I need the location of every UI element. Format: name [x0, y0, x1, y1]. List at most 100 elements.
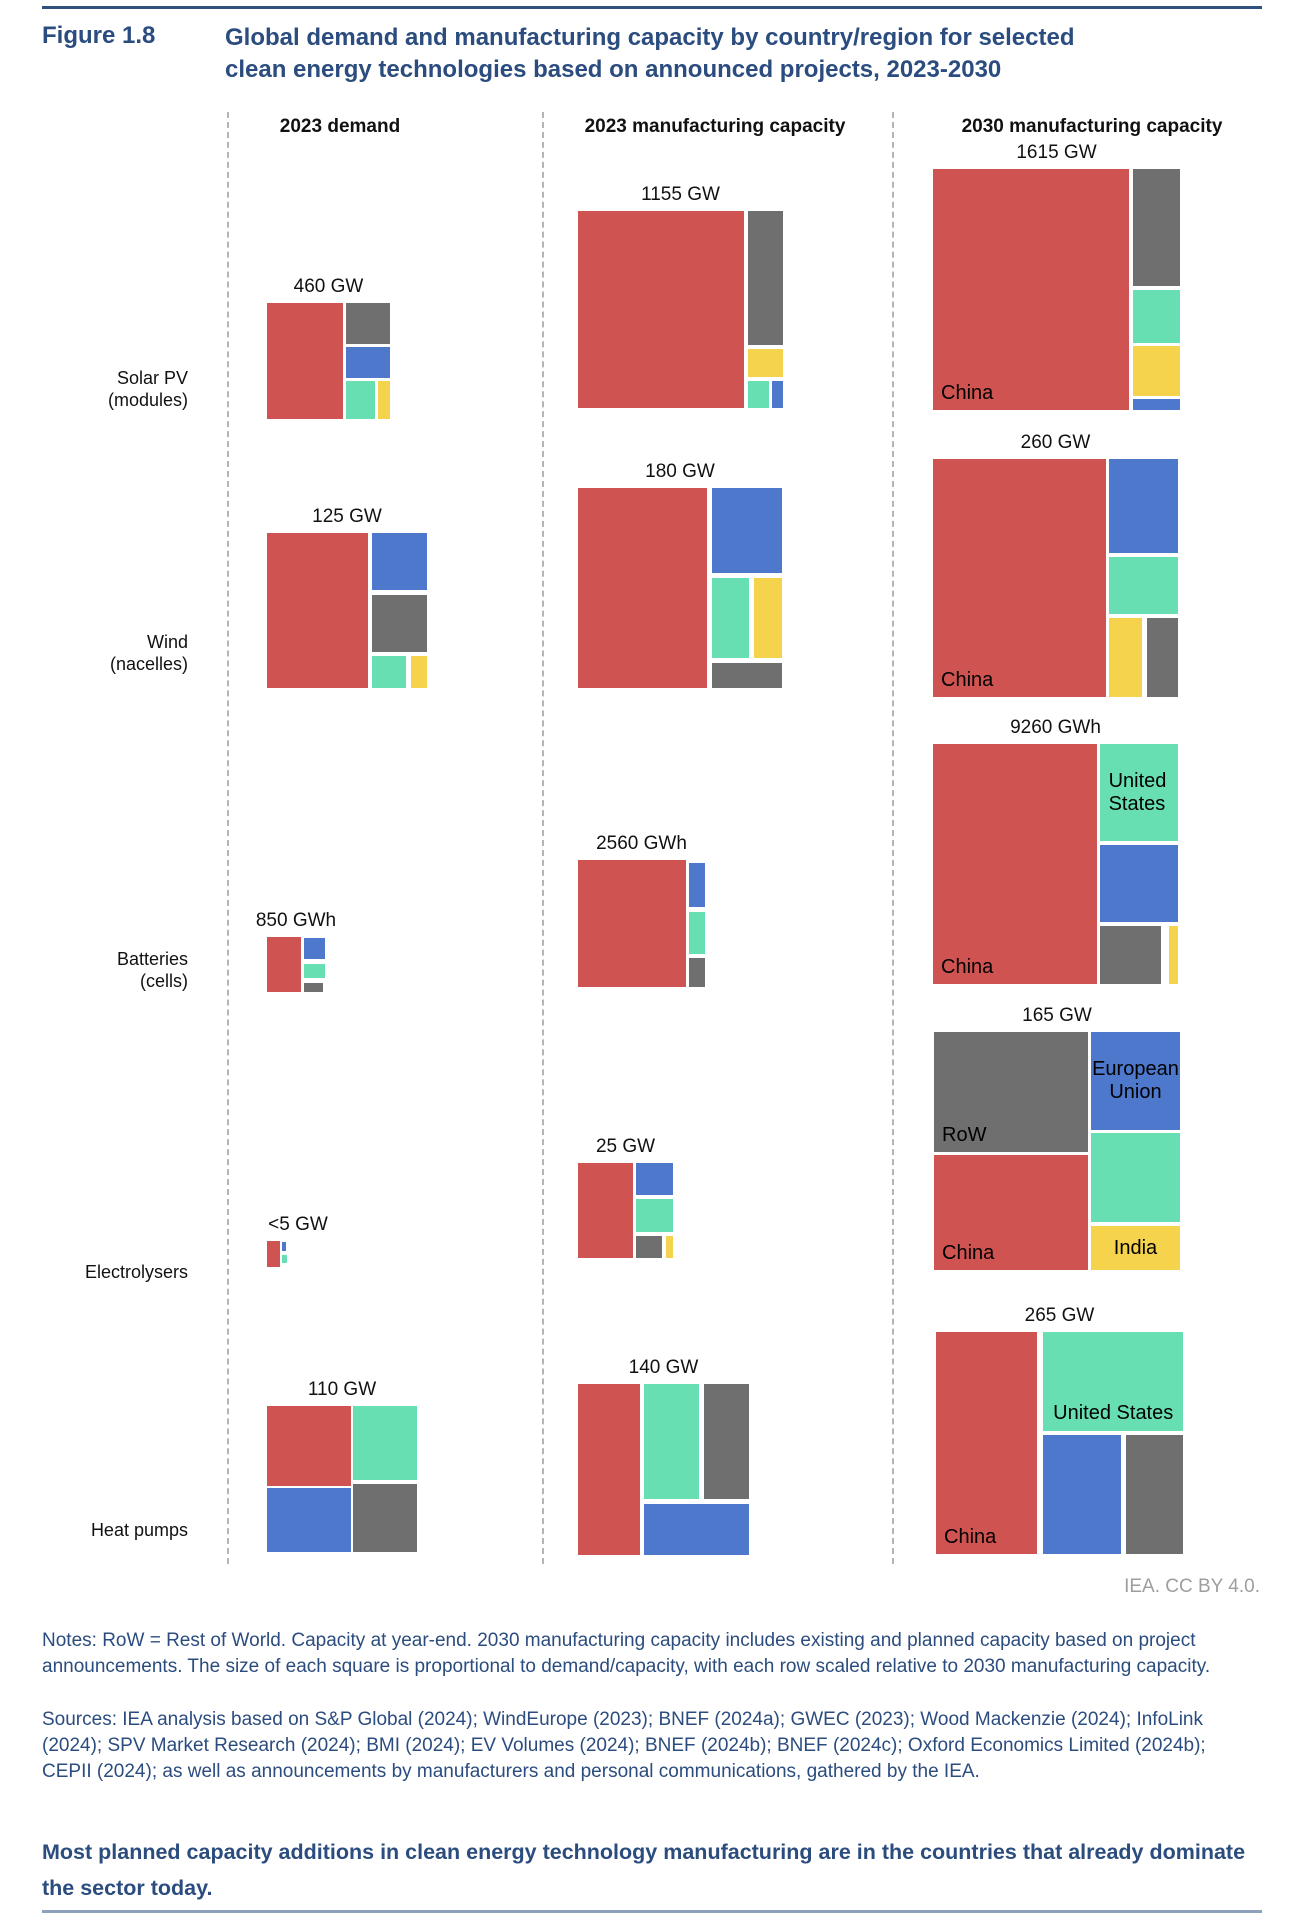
- row-label-line: Wind: [146, 632, 188, 652]
- treemap-batteries-2: China United States: [933, 744, 1178, 984]
- column-separator-1: [227, 112, 229, 1564]
- treemap-block-european-union: [346, 347, 390, 379]
- treemap-block-india: [1133, 346, 1180, 396]
- treemap-block-china: [578, 860, 686, 987]
- treemap-heat-pumps-2: China United States: [936, 1332, 1183, 1554]
- treemap-block-united-states: [711, 578, 750, 658]
- row-label-solar-pv: Solar PV (modules): [8, 367, 188, 411]
- row-label-line: Batteries: [116, 949, 188, 969]
- treemap-block-china: [578, 211, 745, 408]
- treemap-block-row: [346, 303, 390, 344]
- treemap-block-china: China: [933, 169, 1130, 410]
- treemap-block-india: [1169, 926, 1178, 984]
- treemap-block-european-union: [1099, 844, 1178, 922]
- value-label-heat-pumps-0: 110 GW: [307, 1379, 377, 1400]
- block-region-label: China: [941, 669, 994, 691]
- value-label-batteries-0: 850 GWh: [255, 910, 337, 931]
- column-separator-3: [892, 112, 894, 1564]
- treemap-block-china: [267, 533, 368, 688]
- treemap-block-row: [304, 982, 324, 992]
- treemap-block-india: [665, 1235, 673, 1258]
- treemap-heat-pumps-1: [578, 1384, 749, 1555]
- value-label-wind-0: 125 GW: [312, 506, 382, 527]
- treemap-electrolysers-1: [578, 1163, 673, 1258]
- treemap-block-china: [267, 1406, 351, 1487]
- value-label-batteries-2: 9260 GWh: [1010, 717, 1101, 738]
- value-label-solar-pv-0: 460 GW: [293, 276, 364, 297]
- value-label-heat-pumps-1: 140 GW: [628, 1357, 699, 1378]
- treemap-block-china: China: [933, 744, 1098, 984]
- treemap-heat-pumps-0: [267, 1406, 417, 1552]
- treemap-block-row: [689, 958, 705, 987]
- takeaway-statement: Most planned capacity additions in clean…: [42, 1840, 1246, 1900]
- figure-title-line2: clean energy technologies based on annou…: [225, 56, 1002, 83]
- figure-title-line1: Global demand and manufacturing capacity…: [225, 24, 1075, 51]
- treemap-block-row: [703, 1384, 749, 1500]
- treemap-block-european-union: [1109, 459, 1178, 553]
- column-header-2023-manufacturing-capacity: 2023 manufacturing capacity: [584, 116, 846, 137]
- treemap-block-united-states: [304, 963, 325, 978]
- treemap-block-united-states: [636, 1199, 673, 1232]
- treemap-block-china: [267, 303, 343, 419]
- block-region-label: China: [941, 382, 994, 404]
- treemap-block-european-union: European Union: [1090, 1032, 1180, 1131]
- treemap-wind-2: China: [933, 459, 1178, 697]
- treemap-block-row: [711, 663, 782, 688]
- treemap-block-row: [1126, 1435, 1183, 1554]
- figure-title: Global demand and manufacturing capacity…: [225, 22, 1225, 86]
- bottom-rule: [42, 1910, 1262, 1913]
- row-label-line: Solar PV: [116, 368, 188, 388]
- treemap-block-china: [267, 937, 301, 992]
- treemap-block-european-union: [689, 862, 705, 907]
- treemap-batteries-1: [578, 860, 705, 987]
- treemap-block-european-union: [304, 938, 325, 959]
- treemap-block-european-union: [771, 381, 783, 408]
- treemap-block-european-union: [1133, 399, 1180, 410]
- row-label-line: Electrolysers: [84, 1262, 188, 1282]
- license-attribution: IEA. CC BY 4.0.: [1124, 1576, 1260, 1597]
- treemap-block-european-union: [267, 1488, 351, 1552]
- treemap-block-united-states: [346, 381, 376, 419]
- treemap-block-india: [754, 578, 782, 658]
- top-rule: [42, 6, 1262, 9]
- treemap-block-united-states: [689, 912, 705, 954]
- treemap-block-united-states: [1109, 556, 1178, 614]
- treemap-electrolysers-2: RoW China European Union India: [934, 1032, 1180, 1270]
- row-label-heat-pumps: Heat pumps: [8, 1519, 188, 1541]
- column-header-2023-demand: 2023 demand: [279, 116, 401, 137]
- value-label-wind-1: 180 GW: [645, 461, 715, 482]
- treemap-block-united-states: United States: [1099, 744, 1178, 842]
- treemap-block-united-states: [643, 1384, 700, 1500]
- treemap-block-india: [1109, 617, 1143, 697]
- value-label-heat-pumps-2: 265 GW: [1024, 1305, 1095, 1326]
- row-label-line: (modules): [107, 390, 188, 410]
- treemap-block-row: [748, 211, 783, 345]
- treemap-solar-pv-0: [267, 303, 390, 419]
- treemap-batteries-0: [267, 937, 325, 992]
- block-region-label: United States: [1053, 1401, 1174, 1424]
- treemap-block-united-states: [371, 656, 407, 688]
- row-label-electrolysers: Electrolysers: [8, 1261, 188, 1283]
- treemap-block-row: [1099, 926, 1161, 984]
- treemap-block-european-union: [711, 488, 782, 573]
- treemap-block-row: RoW: [934, 1032, 1088, 1153]
- value-label-wind-2: 260 GW: [1020, 432, 1091, 453]
- treemap-block-united-states: United States: [1043, 1332, 1183, 1431]
- column-header-2030-manufacturing-capacity: 2030 manufacturing capacity: [961, 116, 1223, 137]
- block-region-label: China: [944, 1526, 997, 1548]
- treemap-block-china: [578, 1384, 640, 1555]
- column-separator-2: [542, 112, 544, 1564]
- treemap-block-india: [411, 656, 427, 688]
- row-label-batteries: Batteries (cells): [8, 948, 188, 992]
- treemap-block-row: [352, 1483, 417, 1552]
- value-label-electrolysers-0: <5 GW: [268, 1214, 328, 1235]
- treemap-electrolysers-0: [267, 1241, 289, 1267]
- treemap-block-united-states: [748, 381, 769, 408]
- value-label-electrolysers-1: 25 GW: [595, 1136, 656, 1157]
- treemap-block-china: [267, 1241, 281, 1267]
- treemap-block-united-states: [1133, 289, 1180, 343]
- row-label-line: (nacelles): [109, 654, 188, 674]
- row-label-wind: Wind (nacelles): [8, 631, 188, 675]
- treemap-block-united-states: [1090, 1133, 1180, 1223]
